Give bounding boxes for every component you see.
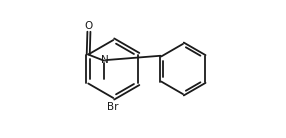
Text: Br: Br (107, 102, 118, 112)
Text: O: O (85, 21, 93, 30)
Text: N: N (101, 55, 109, 65)
